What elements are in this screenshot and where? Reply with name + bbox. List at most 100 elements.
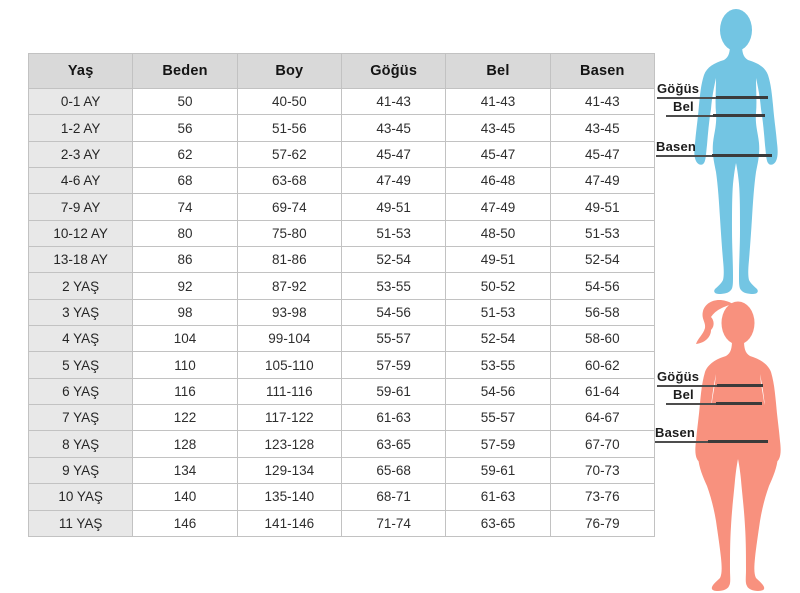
header-chest: Göğüs [340, 53, 447, 89]
girl-hip-measure: Basen [655, 426, 768, 443]
girl-ponytail [696, 300, 733, 344]
chest-cell: 68-71 [340, 483, 447, 511]
chest-cell: 65-68 [340, 456, 447, 485]
chest-cell: 52-54 [340, 246, 447, 274]
table-row: 4-6 AY 68 63-68 47-49 46-48 47-49 [27, 167, 656, 195]
height-cell: 51-56 [236, 114, 342, 142]
table-row: 13-18 AY 86 81-86 52-54 49-51 52-54 [27, 246, 656, 274]
age-cell: 10 YAŞ [27, 483, 134, 511]
hip-cell: 67-70 [549, 430, 656, 458]
hip-cell: 64-67 [549, 404, 656, 432]
size-cell: 62 [132, 140, 238, 169]
age-cell: 13-18 AY [27, 246, 134, 274]
age-cell: 2-3 AY [27, 140, 134, 169]
size-table-body: 0-1 AY 50 40-50 41-43 41-43 41-43 1-2 AY 56 51-5… [27, 87, 656, 537]
hip-cell: 45-47 [549, 140, 656, 169]
age-cell: 8 YAŞ [27, 430, 134, 458]
table-row: 6 YAŞ 116 111-116 59-61 54-56 61-64 [27, 377, 656, 406]
size-cell: 140 [132, 483, 238, 511]
girl-hip-label: Basen [655, 425, 696, 440]
header-hip: Basen [549, 53, 656, 89]
hip-cell: 43-45 [549, 114, 656, 142]
size-cell: 122 [132, 404, 238, 432]
girl-waist-line [666, 402, 762, 405]
boy-waist-label: Bel [673, 99, 694, 114]
height-cell: 40-50 [236, 87, 342, 116]
table-row: 7-9 AY 74 69-74 49-51 47-49 49-51 [27, 193, 656, 221]
boy-chest-label: Göğüs [657, 81, 700, 96]
size-cell: 134 [132, 456, 238, 485]
size-cell: 80 [132, 219, 238, 248]
hip-cell: 54-56 [549, 272, 656, 300]
size-cell: 110 [132, 351, 238, 379]
waist-cell: 55-57 [445, 404, 551, 432]
table-row: 0-1 AY 50 40-50 41-43 41-43 41-43 [27, 87, 656, 116]
size-cell: 146 [132, 509, 238, 537]
waist-cell: 48-50 [445, 219, 551, 248]
girl-chest-line [657, 384, 763, 387]
age-cell: 0-1 AY [27, 87, 134, 116]
header-size: Beden [132, 53, 238, 89]
age-cell: 2 YAŞ [27, 272, 134, 300]
boy-hip-line [656, 154, 772, 157]
height-cell: 141-146 [236, 509, 342, 537]
height-cell: 57-62 [236, 140, 342, 169]
chest-cell: 51-53 [340, 219, 447, 248]
age-cell: 10-12 AY [27, 219, 134, 248]
chest-cell: 59-61 [340, 377, 447, 406]
size-cell: 68 [132, 167, 238, 195]
girl-silhouette [695, 300, 781, 591]
girl-waist-measure: Bel [666, 388, 762, 405]
size-cell: 56 [132, 114, 238, 142]
girl-waist-bar [716, 402, 762, 405]
age-cell: 4-6 AY [27, 167, 134, 195]
girl-head [721, 301, 755, 345]
waist-cell: 54-56 [445, 377, 551, 406]
boy-chest-bar [716, 96, 768, 99]
age-cell: 3 YAŞ [27, 298, 134, 327]
table-row: 4 YAŞ 104 99-104 55-57 52-54 58-60 [27, 325, 656, 353]
age-cell: 11 YAŞ [27, 509, 134, 537]
waist-cell: 45-47 [445, 140, 551, 169]
age-cell: 7-9 AY [27, 193, 134, 221]
girl-hip-bar [708, 440, 768, 443]
age-cell: 9 YAŞ [27, 456, 134, 485]
waist-cell: 63-65 [445, 509, 551, 537]
hip-cell: 49-51 [549, 193, 656, 221]
waist-cell: 51-53 [445, 298, 551, 327]
size-table-header: Yaş Beden Boy Göğüs Bel Basen [27, 53, 656, 89]
waist-cell: 53-55 [445, 351, 551, 379]
size-cell: 128 [132, 430, 238, 458]
boy-hip-measure: Basen [656, 140, 772, 157]
size-cell: 104 [132, 325, 238, 353]
waist-cell: 50-52 [445, 272, 551, 300]
header-row: Yaş Beden Boy Göğüs Bel Basen [27, 53, 656, 89]
height-cell: 75-80 [236, 219, 342, 248]
size-cell: 50 [132, 87, 238, 116]
size-cell: 92 [132, 272, 238, 300]
table-row: 9 YAŞ 134 129-134 65-68 59-61 70-73 [27, 456, 656, 485]
boy-waist-line [666, 114, 765, 117]
header-age: Yaş [27, 53, 134, 89]
waist-cell: 52-54 [445, 325, 551, 353]
height-cell: 93-98 [236, 298, 342, 327]
hip-cell: 76-79 [549, 509, 656, 537]
table-row: 7 YAŞ 122 117-122 61-63 55-57 64-67 [27, 404, 656, 432]
header-height: Boy [236, 53, 342, 89]
hip-cell: 51-53 [549, 219, 656, 248]
boy-silhouette [694, 9, 778, 294]
boy-waist-bar [713, 114, 765, 117]
table-row: 2 YAŞ 92 87-92 53-55 50-52 54-56 [27, 272, 656, 300]
waist-cell: 46-48 [445, 167, 551, 195]
waist-cell: 43-45 [445, 114, 551, 142]
girl-chest-bar [717, 384, 763, 387]
age-cell: 7 YAŞ [27, 404, 134, 432]
hip-cell: 41-43 [549, 87, 656, 116]
boy-chest-measure: Göğüs [657, 82, 768, 99]
chest-cell: 47-49 [340, 167, 447, 195]
boy-hip-label: Basen [656, 139, 697, 154]
waist-cell: 47-49 [445, 193, 551, 221]
boy-head [720, 9, 752, 51]
chest-cell: 61-63 [340, 404, 447, 432]
